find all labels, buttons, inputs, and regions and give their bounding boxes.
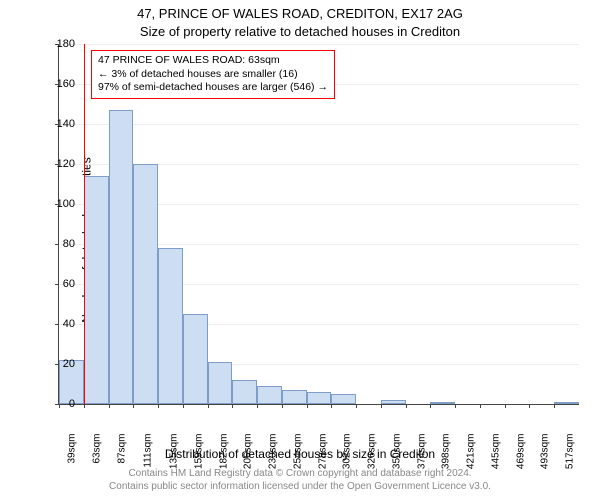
chart-title-address: 47, PRINCE OF WALES ROAD, CREDITON, EX17… (0, 6, 600, 21)
y-tick-label: 140 (45, 118, 75, 130)
histogram-bar (232, 380, 257, 404)
x-tick-mark (331, 404, 332, 408)
chart-plot-area: 47 PRINCE OF WALES ROAD: 63sqm ← 3% of d… (58, 44, 579, 405)
x-axis-label: Distribution of detached houses by size … (0, 447, 600, 461)
annotation-line-3: 97% of semi-detached houses are larger (… (98, 81, 328, 95)
annotation-box: 47 PRINCE OF WALES ROAD: 63sqm ← 3% of d… (91, 50, 335, 99)
histogram-bar (430, 402, 455, 404)
x-tick-mark (505, 404, 506, 408)
histogram-bar (133, 164, 158, 404)
histogram-bar (109, 110, 134, 404)
y-tick-label: 60 (45, 278, 75, 290)
y-tick-label: 40 (45, 318, 75, 330)
histogram-bar (183, 314, 208, 404)
histogram-bar (554, 402, 579, 404)
x-tick-mark (554, 404, 555, 408)
annotation-line-1: 47 PRINCE OF WALES ROAD: 63sqm (98, 54, 328, 68)
x-tick-mark (232, 404, 233, 408)
y-tick-label: 100 (45, 198, 75, 210)
footer-attribution: Contains HM Land Registry data © Crown c… (0, 468, 600, 493)
property-marker-line (84, 44, 85, 404)
y-tick-label: 80 (45, 238, 75, 250)
x-tick-mark (406, 404, 407, 408)
gridline (59, 44, 579, 45)
annotation-line-2: ← 3% of detached houses are smaller (16) (98, 68, 328, 82)
histogram-bar (84, 176, 109, 404)
histogram-bar (158, 248, 183, 404)
histogram-bar (208, 362, 233, 404)
x-tick-mark (282, 404, 283, 408)
x-tick-mark (133, 404, 134, 408)
y-tick-label: 0 (45, 398, 75, 410)
histogram-bar (282, 390, 307, 404)
footer-line-2: Contains public sector information licen… (0, 481, 600, 494)
x-tick-mark (529, 404, 530, 408)
x-tick-mark (257, 404, 258, 408)
x-tick-mark (381, 404, 382, 408)
y-tick-label: 20 (45, 358, 75, 370)
x-tick-mark (430, 404, 431, 408)
x-tick-mark (480, 404, 481, 408)
chart-title-desc: Size of property relative to detached ho… (0, 24, 600, 39)
y-tick-label: 120 (45, 158, 75, 170)
gridline (59, 124, 579, 125)
x-tick-mark (84, 404, 85, 408)
y-tick-label: 180 (45, 38, 75, 50)
y-tick-label: 160 (45, 78, 75, 90)
x-tick-mark (109, 404, 110, 408)
x-tick-mark (158, 404, 159, 408)
x-tick-mark (356, 404, 357, 408)
x-tick-mark (208, 404, 209, 408)
x-tick-mark (307, 404, 308, 408)
x-tick-mark (455, 404, 456, 408)
histogram-bar (307, 392, 332, 404)
x-tick-mark (183, 404, 184, 408)
histogram-bar (331, 394, 356, 404)
footer-line-1: Contains HM Land Registry data © Crown c… (0, 468, 600, 481)
histogram-bar (257, 386, 282, 404)
histogram-bar (381, 400, 406, 404)
